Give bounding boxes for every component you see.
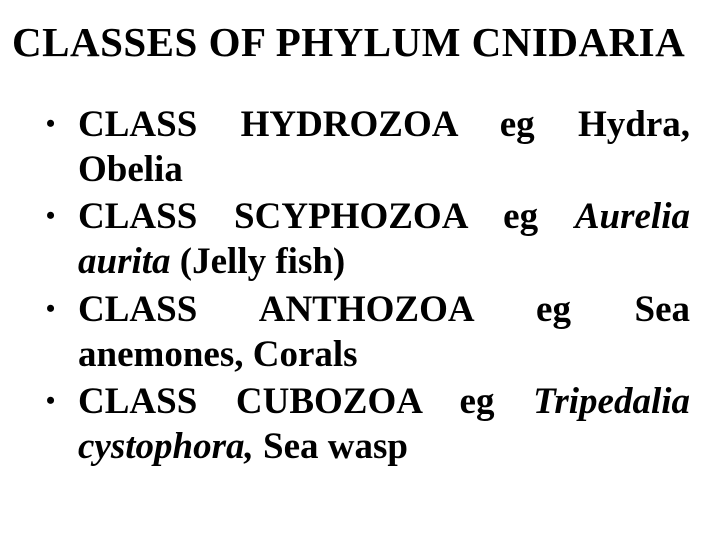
list-item-text: CLASS ANTHOZOA eg Sea anemones, Corals — [78, 287, 690, 377]
list-item: • CLASS CUBOZOA eg Tripedalia cystophora… — [44, 379, 690, 469]
text-plain: CLASS ANTHOZOA eg Sea anemones, Corals — [78, 289, 690, 375]
list-item-text: CLASS CUBOZOA eg Tripedalia cystophora, … — [78, 379, 690, 469]
text-plain: CLASS HYDROZOA eg Hydra, Obelia — [78, 104, 690, 190]
bullet-icon: • — [44, 287, 78, 377]
list-item-text: CLASS SCYPHOZOA eg Aurelia aurita (Jelly… — [78, 194, 690, 284]
text-plain: Sea wasp — [254, 426, 408, 467]
bullet-icon: • — [44, 194, 78, 284]
list-item: • CLASS SCYPHOZOA eg Aurelia aurita (Jel… — [44, 194, 690, 284]
bullet-icon: • — [44, 102, 78, 192]
text-plain: (Jelly fish) — [171, 241, 346, 282]
bullet-icon: • — [44, 379, 78, 469]
class-list: • CLASS HYDROZOA eg Hydra, Obelia • CLAS… — [12, 102, 708, 469]
list-item: • CLASS HYDROZOA eg Hydra, Obelia — [44, 102, 690, 192]
text-plain: CLASS SCYPHOZOA eg — [78, 196, 575, 237]
list-item: • CLASS ANTHOZOA eg Sea anemones, Corals — [44, 287, 690, 377]
list-item-text: CLASS HYDROZOA eg Hydra, Obelia — [78, 102, 690, 192]
text-plain: CLASS CUBOZOA eg — [78, 381, 533, 422]
slide-title: CLASSES OF PHYLUM CNIDARIA — [12, 18, 708, 66]
